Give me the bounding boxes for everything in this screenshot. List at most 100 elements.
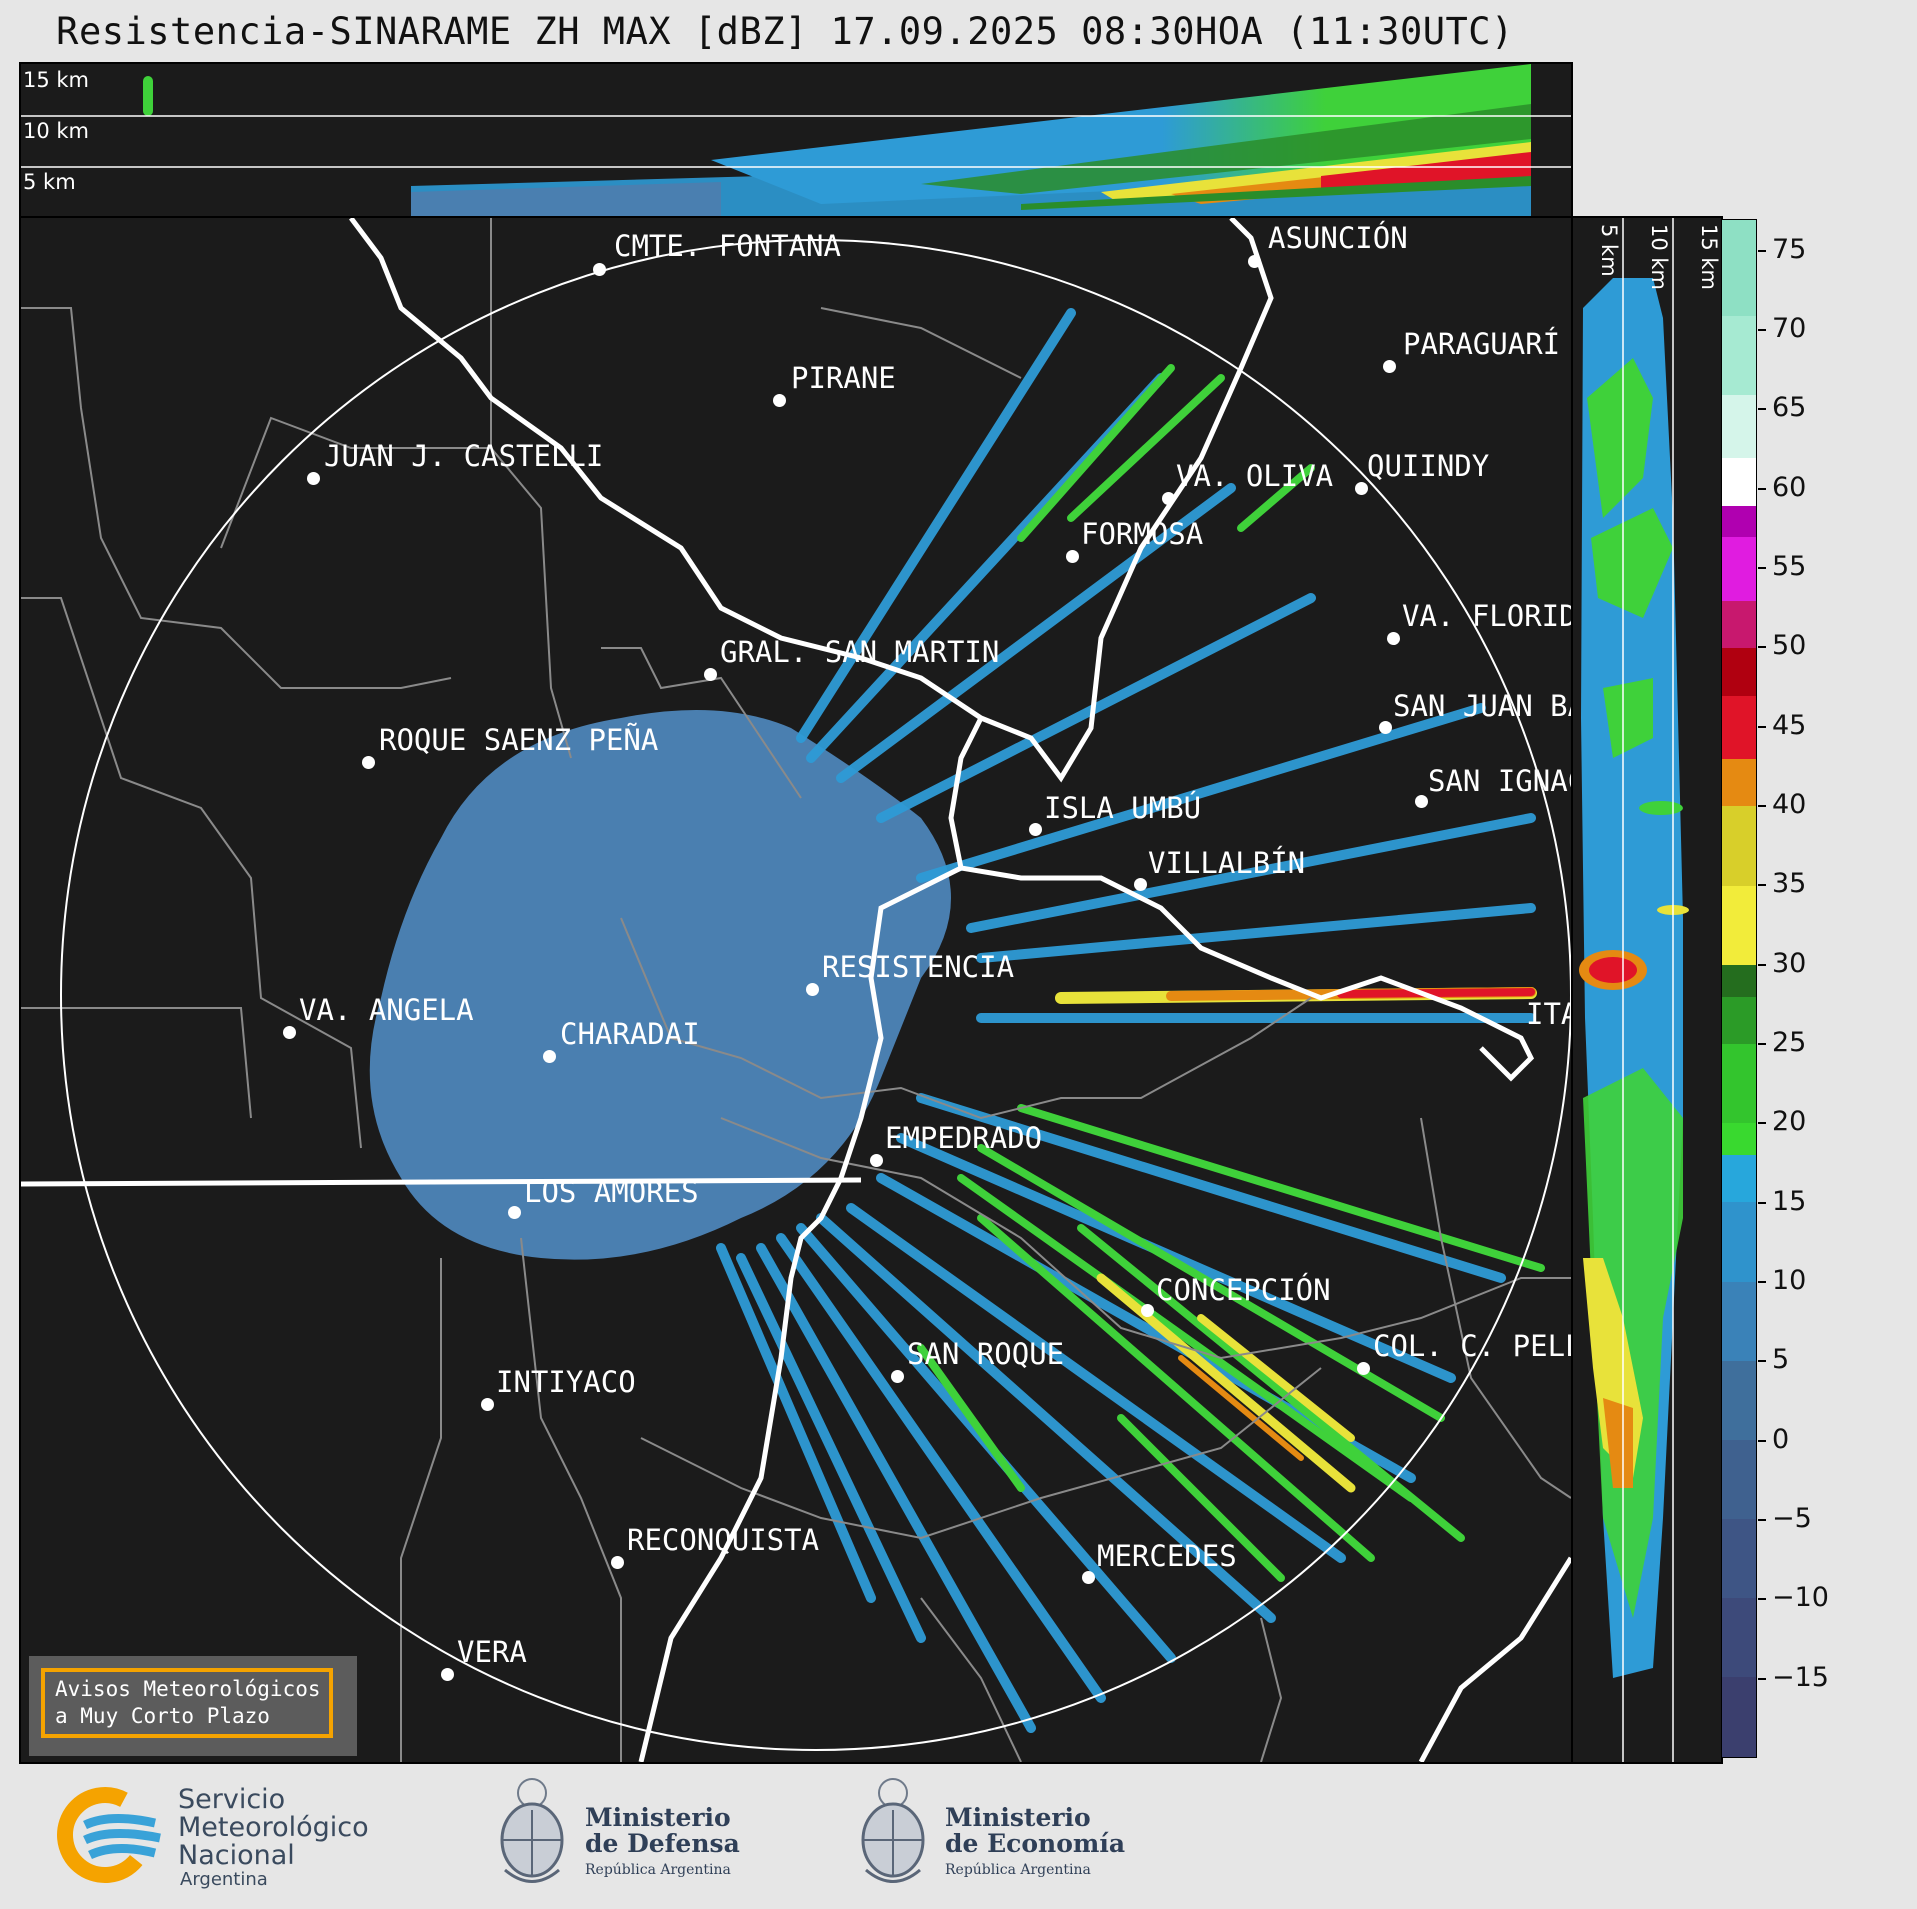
city-label: CHARADAI — [560, 1017, 700, 1051]
colorbar-band — [1722, 695, 1756, 759]
range-ring — [60, 239, 1571, 1751]
colorbar-tick-label: −15 — [1772, 1661, 1829, 1693]
economia-line-2: de Economía — [945, 1829, 1126, 1859]
city-dot — [508, 1206, 521, 1219]
colorbar-band — [1722, 995, 1756, 1044]
city-label: VERA — [457, 1635, 527, 1669]
city-label: EMPEDRADO — [885, 1121, 1043, 1155]
warning-inner: Avisos Meteorológicos a Muy Corto Plazo — [41, 1668, 333, 1738]
city-label: VILLALBÍN — [1148, 846, 1306, 880]
warning-box[interactable]: Avisos Meteorológicos a Muy Corto Plazo — [29, 1656, 357, 1756]
weak-echo-area — [369, 710, 951, 1260]
colorbar-tick-label: −5 — [1772, 1503, 1812, 1534]
city-label: VA. FLORIDA — [1402, 599, 1571, 633]
city-dot — [1357, 1362, 1370, 1375]
colorbar-tick — [1758, 1598, 1766, 1601]
colorbar-tick — [1758, 725, 1766, 728]
economia-line-1: Ministerio — [945, 1803, 1091, 1832]
city-dot — [1082, 1571, 1095, 1584]
colorbar-tick — [1758, 805, 1766, 808]
city-label: RECONQUISTA — [627, 1523, 820, 1557]
radar-map[interactable]: CMTE. FONTANA ASUNCIÓN PARAGUARÍ PIRANE … — [19, 216, 1573, 1764]
colorbar-band — [1722, 805, 1756, 886]
colorbar-tick-label: 55 — [1772, 551, 1807, 583]
colorbar-tick-label: 30 — [1772, 947, 1807, 979]
colorbar-band — [1722, 505, 1756, 538]
colorbar-tick — [1758, 1281, 1766, 1284]
colorbar-tick — [1758, 1201, 1766, 1204]
colorbar-tick-label: 40 — [1772, 789, 1807, 821]
city-dot — [870, 1154, 883, 1167]
city-label: SAN ROQUE — [907, 1337, 1065, 1371]
colorbar-tick — [1758, 1519, 1766, 1521]
radar-location-dot — [806, 983, 819, 996]
colorbar-tick — [1758, 1122, 1766, 1125]
city-dot — [283, 1026, 296, 1039]
city-label: VA. ANGELA — [299, 993, 474, 1027]
colorbar-tick — [1758, 1043, 1766, 1046]
city-dot — [611, 1556, 624, 1569]
colorbar-tick — [1758, 249, 1766, 252]
top-profile-svg — [21, 64, 1571, 216]
city-label: CONCEPCIÓN — [1156, 1273, 1331, 1307]
city-label: QUIINDY — [1367, 449, 1490, 483]
city-dot — [1141, 1304, 1154, 1317]
top-height-profile: 15 km 10 km 5 km — [19, 62, 1573, 218]
smn-line-2: Meteorológico — [178, 1812, 369, 1843]
colorbar-band — [1722, 964, 1756, 997]
colorbar-tick-label: 5 — [1772, 1344, 1790, 1376]
country-borders — [21, 218, 1571, 1762]
colorbar-tick-label: 35 — [1772, 868, 1807, 900]
city-label: CMTE. FONTANA — [614, 229, 841, 263]
colorbar-band — [1722, 1360, 1756, 1440]
colorbar-band — [1722, 647, 1756, 696]
colorbar-tick — [1758, 646, 1766, 649]
city-label: INTIYACO — [496, 1365, 636, 1399]
echo-streaks-green — [917, 364, 1545, 1582]
city-dot — [1383, 360, 1396, 373]
colorbar-tick-label: 20 — [1772, 1106, 1807, 1138]
defensa-line-2: de Defensa — [585, 1829, 740, 1859]
radar-map-svg — [21, 218, 1571, 1762]
city-label: COL. C. PELLEGRINI — [1373, 1329, 1571, 1363]
colorbar-tick — [1758, 408, 1766, 411]
colorbar-band — [1722, 457, 1756, 506]
city-dot — [1248, 255, 1261, 268]
city-dot — [593, 263, 606, 276]
city-dot — [1355, 482, 1368, 495]
colorbar-band — [1722, 1122, 1756, 1155]
city-label: SAN IGNACIO — [1428, 764, 1571, 798]
defensa-line-1: Ministerio — [585, 1803, 731, 1832]
colorbar-tick — [1758, 963, 1766, 966]
city-label: MERCEDES — [1097, 1539, 1237, 1573]
defensa-sub: República Argentina — [585, 1862, 731, 1878]
city-dot — [891, 1370, 904, 1383]
colorbar-band — [1722, 1280, 1756, 1361]
city-dot — [1379, 721, 1392, 734]
colorbar-band — [1722, 1439, 1756, 1520]
colorbar-band — [1722, 1043, 1756, 1124]
city-dot — [1415, 795, 1428, 808]
city-dot — [1387, 632, 1400, 645]
economia-sub: República Argentina — [945, 1862, 1091, 1878]
colorbar-tick — [1758, 1677, 1766, 1680]
colorbar-tick-label: 45 — [1772, 709, 1807, 741]
colorbar-tick-label: 75 — [1772, 233, 1807, 265]
smn-logo-text: Servicio Meteorológico Nacional Argentin… — [178, 1786, 369, 1890]
colorbar-tick — [1758, 329, 1766, 332]
colorbar-tick — [1758, 1439, 1766, 1442]
city-dot — [1066, 550, 1079, 563]
colorbar-band — [1722, 1676, 1756, 1757]
colorbar-tick — [1758, 884, 1766, 887]
city-label: FORMOSA — [1081, 517, 1204, 551]
side-height-label-10: 10 km — [1647, 224, 1671, 291]
colorbar-band — [1722, 885, 1756, 965]
city-dot — [307, 472, 320, 485]
side-height-label-15: 15 km — [1697, 224, 1721, 291]
coat-of-arms-icon — [861, 1778, 925, 1883]
colorbar-band — [1722, 536, 1756, 601]
city-label: PIRANE — [791, 361, 896, 395]
colorbar-band — [1722, 394, 1756, 459]
city-label: SAN JUAN BAUTISTA — [1393, 689, 1571, 723]
colorbar-tick — [1758, 567, 1766, 570]
